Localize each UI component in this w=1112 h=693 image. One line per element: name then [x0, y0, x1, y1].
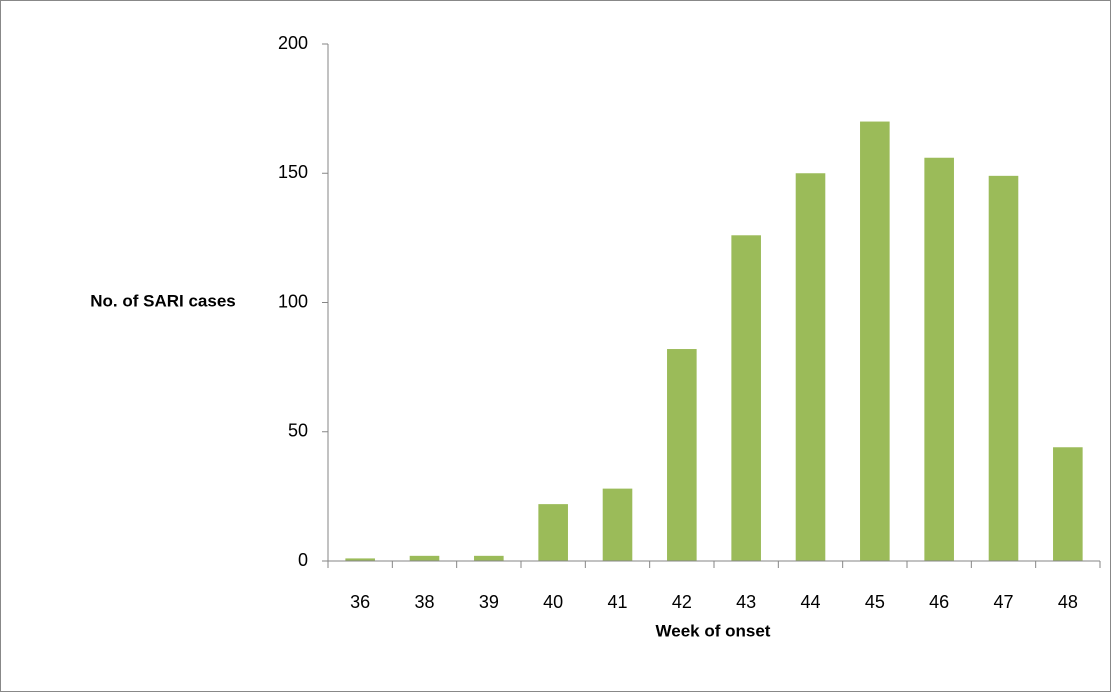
bar [602, 488, 633, 561]
bar [667, 349, 697, 561]
y-tick-label: 50 [288, 421, 308, 441]
bar [988, 175, 1019, 561]
y-axis-title: No. of SARI cases [90, 291, 236, 310]
y-tick-label: 0 [298, 550, 308, 570]
x-tick-label: 48 [1058, 592, 1078, 612]
x-tick-label: 46 [929, 592, 949, 612]
bar [1053, 447, 1083, 561]
x-tick-label: 39 [479, 592, 499, 612]
bar [924, 157, 954, 562]
bar [860, 121, 890, 562]
x-tick-label: 45 [865, 592, 885, 612]
x-tick-label: 47 [993, 592, 1013, 612]
y-tick-label: 100 [278, 291, 308, 311]
bar [538, 504, 568, 561]
x-tick-label: 38 [414, 592, 434, 612]
bar [409, 555, 440, 561]
x-tick-label: 40 [543, 592, 563, 612]
bar [731, 235, 761, 562]
y-tick-label: 150 [278, 162, 308, 182]
x-tick-label: 42 [672, 592, 692, 612]
x-tick-label: 44 [800, 592, 820, 612]
x-tick-label: 43 [736, 592, 756, 612]
y-tick-label: 200 [278, 33, 308, 53]
x-tick-label: 36 [350, 592, 370, 612]
bar [345, 558, 375, 561]
x-tick-label: 41 [607, 592, 627, 612]
x-axis-title: Week of onset [656, 621, 771, 640]
bar [474, 555, 504, 561]
bar [795, 173, 826, 561]
